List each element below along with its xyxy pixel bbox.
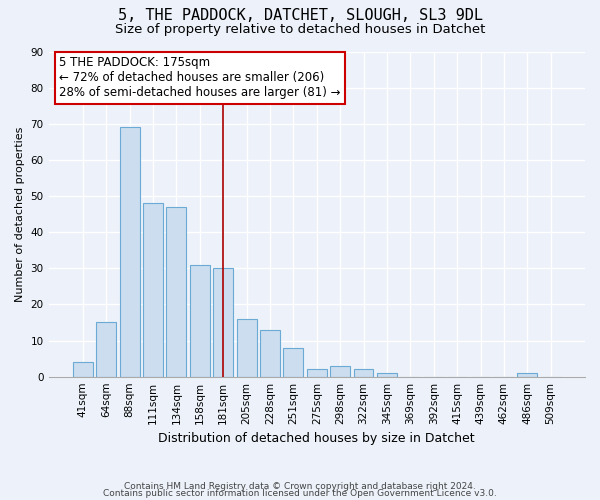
Text: Size of property relative to detached houses in Datchet: Size of property relative to detached ho…	[115, 22, 485, 36]
Bar	[377, 373, 397, 376]
Bar	[166, 207, 187, 376]
Text: 5, THE PADDOCK, DATCHET, SLOUGH, SL3 9DL: 5, THE PADDOCK, DATCHET, SLOUGH, SL3 9DL	[118, 8, 482, 22]
Text: Contains HM Land Registry data © Crown copyright and database right 2024.: Contains HM Land Registry data © Crown c…	[124, 482, 476, 491]
Bar	[73, 362, 93, 376]
Bar	[353, 370, 373, 376]
Bar	[330, 366, 350, 376]
Bar	[143, 204, 163, 376]
Bar	[120, 128, 140, 376]
Bar	[307, 370, 327, 376]
Bar	[236, 319, 257, 376]
Y-axis label: Number of detached properties: Number of detached properties	[15, 126, 25, 302]
Text: 5 THE PADDOCK: 175sqm
← 72% of detached houses are smaller (206)
28% of semi-det: 5 THE PADDOCK: 175sqm ← 72% of detached …	[59, 56, 341, 100]
Bar	[517, 373, 537, 376]
Bar	[97, 322, 116, 376]
Bar	[190, 264, 210, 376]
Bar	[260, 330, 280, 376]
Bar	[283, 348, 304, 376]
Text: Contains public sector information licensed under the Open Government Licence v3: Contains public sector information licen…	[103, 490, 497, 498]
X-axis label: Distribution of detached houses by size in Datchet: Distribution of detached houses by size …	[158, 432, 475, 445]
Bar	[213, 268, 233, 376]
